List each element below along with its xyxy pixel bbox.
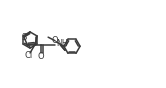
Text: NH: NH <box>56 39 68 48</box>
Text: S: S <box>22 33 27 42</box>
Text: O: O <box>51 36 58 45</box>
Text: O: O <box>38 52 45 61</box>
Text: Cl: Cl <box>25 51 33 60</box>
